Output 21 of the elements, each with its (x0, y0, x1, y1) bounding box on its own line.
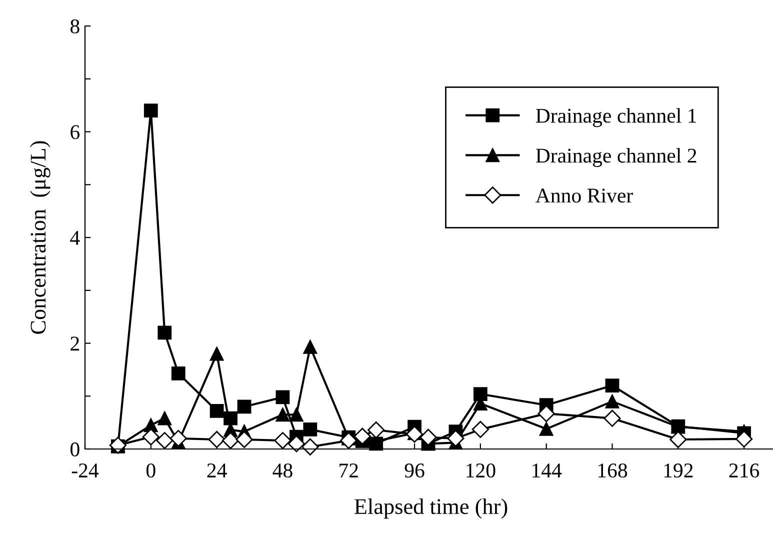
x-axis-title: Elapsed time (hr) (354, 498, 508, 519)
x-tick-label: 0 (146, 463, 156, 478)
legend-label: Drainage channel 1 (536, 108, 696, 128)
y-tick-label: 0 (70, 442, 80, 456)
x-tick-label: 96 (404, 464, 424, 478)
legend-label: Anno River (536, 188, 633, 203)
x-tick-label: 144 (532, 464, 562, 478)
x-tick-label: -24 (72, 464, 99, 478)
legend-label: Drainage channel 2 (536, 148, 696, 167)
y-tick-label: 4 (70, 231, 80, 245)
x-tick-label: 24 (207, 464, 227, 478)
x-tick-label: 192 (664, 464, 693, 478)
x-tick-label: 120 (466, 463, 496, 478)
y-tick-label: 8 (70, 19, 80, 34)
y-axis-title: Concentration (μg/L) (30, 141, 50, 334)
x-tick-label: 72 (340, 464, 358, 478)
y-tick-label: 6 (70, 125, 80, 140)
y-tick-label: 2 (70, 336, 79, 350)
x-tick-label: 48 (272, 463, 292, 478)
x-tick-label: 168 (598, 463, 628, 478)
x-tick-label: 216 (729, 464, 760, 478)
